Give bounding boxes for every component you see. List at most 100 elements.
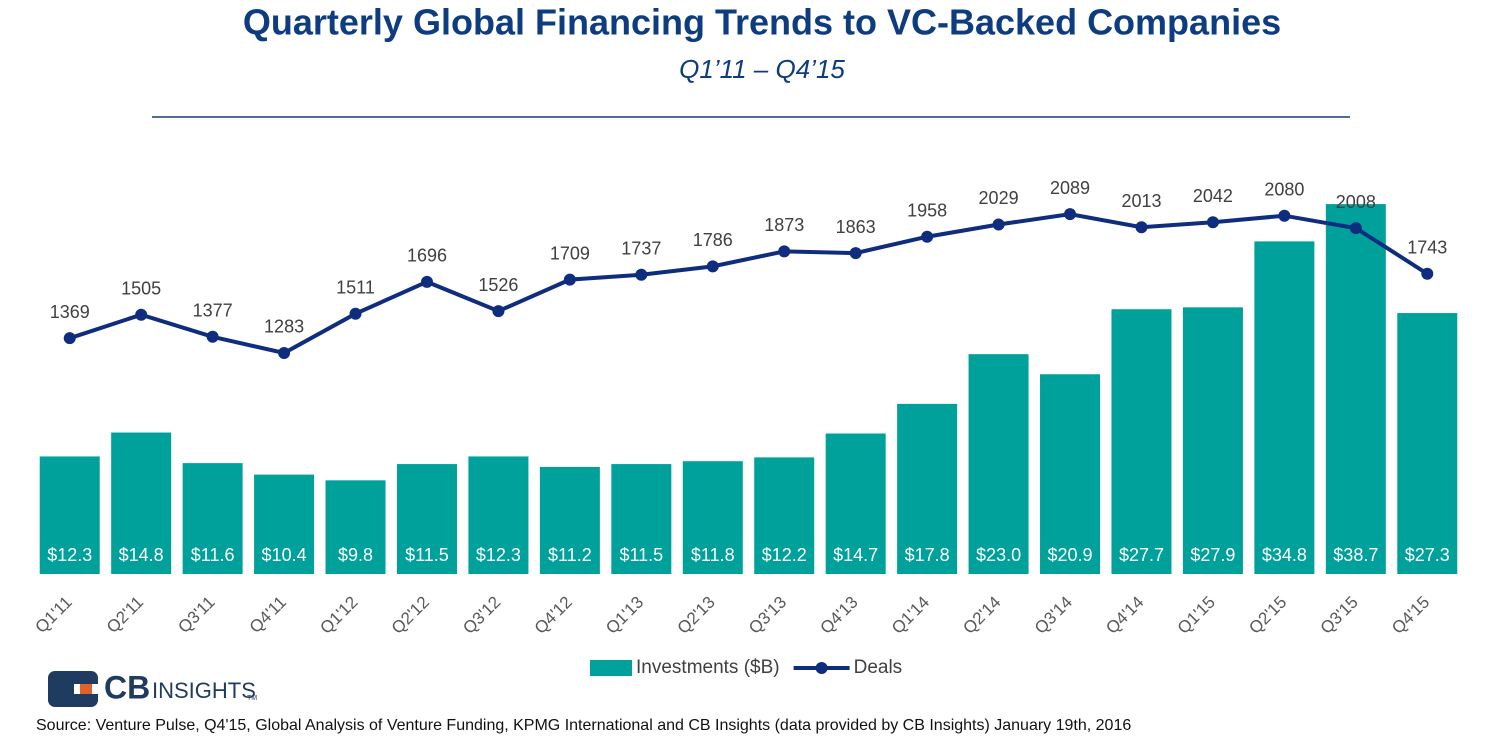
bar-value-label: $27.3 xyxy=(1405,545,1450,565)
point-value-label: 2089 xyxy=(1050,178,1090,198)
line-marker xyxy=(563,273,576,286)
x-tick-label: Q2'14 xyxy=(959,593,1004,638)
logo-tm: TM xyxy=(247,695,257,702)
x-tick-label: Q3'15 xyxy=(1317,593,1362,638)
line-marker xyxy=(1064,208,1077,221)
bar-value-label: $10.4 xyxy=(262,545,307,565)
bar xyxy=(1111,309,1172,574)
line-marker xyxy=(635,268,648,281)
legend-swatch xyxy=(590,660,632,676)
x-tick-label: Q4'11 xyxy=(246,593,290,637)
bar xyxy=(968,354,1029,574)
point-value-label: 1873 xyxy=(764,215,804,235)
x-tick-label: Q3'14 xyxy=(1031,593,1076,638)
line xyxy=(69,212,1429,356)
point-value-label: 1786 xyxy=(693,230,733,250)
bar xyxy=(754,457,815,574)
point-value-label: 1709 xyxy=(550,243,590,263)
point-value-label: 2008 xyxy=(1336,192,1376,212)
logo-icon-accent xyxy=(80,684,92,694)
logo-text: INSIGHTS xyxy=(152,678,256,703)
line-marker xyxy=(1349,222,1362,235)
bar xyxy=(111,432,172,574)
x-tick-label: Q4'13 xyxy=(817,593,862,638)
bar-value-label: $34.8 xyxy=(1262,545,1307,565)
line-marker xyxy=(778,245,791,258)
point-value-label: 1737 xyxy=(621,239,661,259)
point-value-label: 2080 xyxy=(1264,179,1304,199)
bar-value-label: $11.8 xyxy=(691,545,735,565)
x-tick-label: Q4'12 xyxy=(531,593,576,638)
point-value-label: 1369 xyxy=(50,302,90,322)
x-tick-label: Q3'12 xyxy=(459,593,504,638)
chart-subtitle: Q1’11 – Q4’15 xyxy=(679,54,845,84)
x-tick-label: Q1'13 xyxy=(602,593,647,638)
bar-value-label: $14.8 xyxy=(119,545,164,565)
bar-value-label: $27.7 xyxy=(1119,545,1164,565)
point-value-label: 1505 xyxy=(121,279,161,299)
bar-value-label: $12.3 xyxy=(476,545,521,565)
bar-value-label: $11.6 xyxy=(191,545,235,565)
bar-value-label: $11.2 xyxy=(548,545,592,565)
point-value-label: 1958 xyxy=(907,200,947,220)
line-marker xyxy=(420,275,433,288)
line-marker xyxy=(135,308,148,321)
x-tick-label: Q4'14 xyxy=(1102,593,1147,638)
point-value-label: 1511 xyxy=(336,277,375,297)
bar xyxy=(1040,374,1101,574)
bar-value-label: $23.0 xyxy=(976,545,1021,565)
x-tick-label: Q2'13 xyxy=(674,593,719,638)
bar xyxy=(897,403,958,574)
line-marker xyxy=(63,332,76,345)
x-tick-label: Q1'15 xyxy=(1174,593,1219,638)
x-tick-label: Q1'11 xyxy=(31,593,75,637)
x-tick-label: Q1'12 xyxy=(316,593,361,638)
line-marker xyxy=(1135,221,1148,234)
x-tick-label: Q4'15 xyxy=(1388,593,1433,638)
line-marker xyxy=(1206,216,1219,229)
bar-value-label: $14.7 xyxy=(833,545,878,565)
line-marker xyxy=(1421,267,1434,280)
bar xyxy=(825,433,886,574)
bar-value-label: $11.5 xyxy=(619,545,663,565)
logo-mark: CB xyxy=(104,669,150,705)
point-value-label: 1743 xyxy=(1407,238,1447,258)
point-value-label: 1863 xyxy=(836,217,876,237)
bar-value-label: $12.2 xyxy=(762,545,807,565)
line-marker xyxy=(206,330,219,343)
bar xyxy=(1254,241,1315,574)
legend-label: Deals xyxy=(854,657,903,678)
logo-icon xyxy=(48,671,98,707)
logo: CB INSIGHTS TM xyxy=(48,669,257,707)
point-value-label: 1377 xyxy=(193,301,233,321)
point-value-label: 2042 xyxy=(1193,186,1233,206)
source-note: Source: Venture Pulse, Q4'15, Global Ana… xyxy=(36,717,1131,734)
line-marker xyxy=(278,346,291,359)
bar-value-label: $17.8 xyxy=(905,545,950,565)
bar-value-label: $27.9 xyxy=(1190,545,1235,565)
bar xyxy=(182,463,243,574)
bar-value-label: $11.5 xyxy=(405,545,449,565)
bar-value-label: $20.9 xyxy=(1048,545,1093,565)
point-value-label: 2029 xyxy=(979,188,1019,208)
chart-title: Quarterly Global Financing Trends to VC-… xyxy=(243,2,1281,43)
bar-value-label: $12.3 xyxy=(47,545,92,565)
line-marker xyxy=(349,307,362,320)
bar xyxy=(468,456,529,574)
bar xyxy=(1397,313,1458,574)
point-value-label: 2013 xyxy=(1121,191,1161,211)
x-tick-label: Q3'13 xyxy=(745,593,790,638)
bar xyxy=(325,480,386,574)
line-marker xyxy=(706,260,719,273)
x-tick-label: Q2'11 xyxy=(103,593,147,637)
bar-value-label: $9.8 xyxy=(338,545,373,565)
bar xyxy=(396,464,457,574)
bar xyxy=(1182,307,1243,574)
x-tick-label: Q2'12 xyxy=(388,593,433,638)
point-value-label: 1526 xyxy=(478,275,518,295)
bar xyxy=(539,466,600,574)
bar xyxy=(611,464,672,574)
point-value-label: 1696 xyxy=(407,246,447,266)
line-marker xyxy=(849,247,862,260)
